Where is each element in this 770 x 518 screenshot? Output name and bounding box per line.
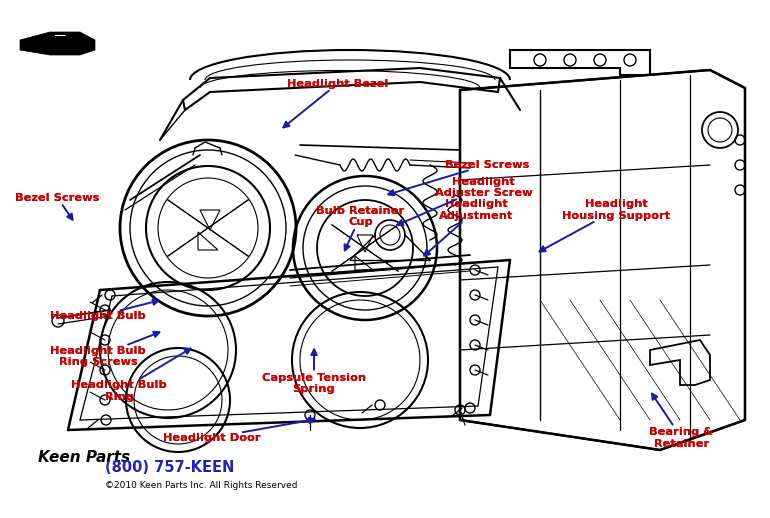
Text: Capsule Tension
Spring: Capsule Tension Spring bbox=[262, 372, 366, 394]
Text: Headlight Bulb: Headlight Bulb bbox=[50, 299, 159, 321]
Text: Bulb Retainer
Cup: Bulb Retainer Cup bbox=[316, 206, 404, 250]
Text: Bearing &
Retainer: Bearing & Retainer bbox=[649, 394, 714, 449]
Text: Bezel Screws: Bezel Screws bbox=[15, 193, 100, 203]
Text: Headlight Bulb
Ring Screws: Headlight Bulb Ring Screws bbox=[50, 346, 146, 367]
Text: ©2010 Keen Parts Inc. All Rights Reserved: ©2010 Keen Parts Inc. All Rights Reserve… bbox=[105, 482, 297, 491]
Text: Headlight Bezel: Headlight Bezel bbox=[283, 79, 388, 127]
Text: Headlight Bezel: Headlight Bezel bbox=[286, 79, 388, 89]
Polygon shape bbox=[20, 32, 95, 55]
Text: Headlight Bulb
Ring: Headlight Bulb Ring bbox=[72, 349, 190, 402]
Text: Headlight
Adjustment: Headlight Adjustment bbox=[424, 199, 514, 256]
Text: Bearing &
Retainer: Bearing & Retainer bbox=[649, 427, 714, 449]
Text: Bezel Screws: Bezel Screws bbox=[388, 160, 530, 195]
Text: Headlight
Adjuster Screw: Headlight Adjuster Screw bbox=[397, 177, 533, 225]
Text: Bulb Retainer
Cup: Bulb Retainer Cup bbox=[316, 206, 404, 227]
Text: Headlight Door: Headlight Door bbox=[163, 418, 315, 443]
Text: Headlight
Housing Support: Headlight Housing Support bbox=[562, 199, 670, 221]
Text: Keen Parts: Keen Parts bbox=[38, 451, 130, 466]
Text: Headlight Bulb
Ring Screws: Headlight Bulb Ring Screws bbox=[50, 332, 159, 367]
Text: Capsule Tension
Spring: Capsule Tension Spring bbox=[262, 350, 366, 394]
Text: Headlight Bulb
Ring: Headlight Bulb Ring bbox=[72, 380, 167, 402]
Text: (800) 757-KEEN: (800) 757-KEEN bbox=[105, 461, 234, 476]
Text: Bezel Screws: Bezel Screws bbox=[445, 160, 530, 170]
Text: Headlight Door: Headlight Door bbox=[163, 433, 260, 443]
Text: Headlight Bulb: Headlight Bulb bbox=[50, 311, 146, 321]
Text: Headlight
Adjustment: Headlight Adjustment bbox=[439, 199, 514, 221]
Text: Headlight
Housing Support: Headlight Housing Support bbox=[540, 199, 670, 251]
Text: Bezel Screws: Bezel Screws bbox=[15, 193, 100, 220]
Text: Headlight
Adjuster Screw: Headlight Adjuster Screw bbox=[435, 177, 533, 198]
